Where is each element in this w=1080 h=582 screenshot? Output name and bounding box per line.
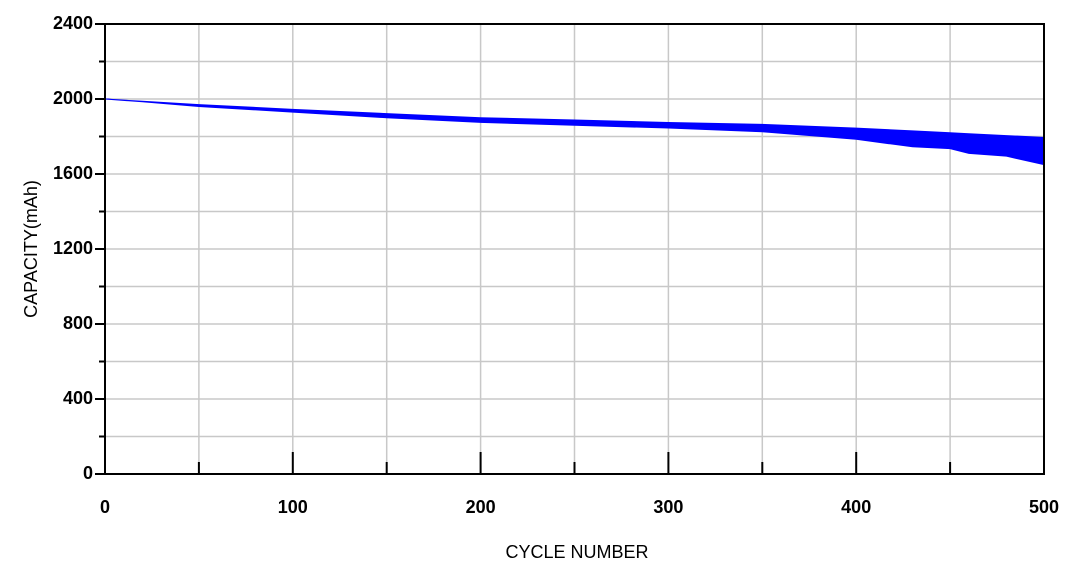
- y-tick-label: 800: [63, 313, 93, 333]
- y-tick-label: 2000: [53, 88, 93, 108]
- x-tick-label: 100: [278, 497, 308, 517]
- x-tick-label: 300: [653, 497, 683, 517]
- y-tick-label: 400: [63, 388, 93, 408]
- x-axis-title: CYCLE NUMBER: [505, 542, 648, 562]
- x-tick-label: 500: [1029, 497, 1059, 517]
- x-tick-label: 0: [100, 497, 110, 517]
- y-tick-label: 1600: [53, 163, 93, 183]
- x-tick-label: 200: [466, 497, 496, 517]
- y-tick-label: 0: [83, 463, 93, 483]
- x-tick-label: 400: [841, 497, 871, 517]
- y-axis-title: CAPACITY(mAh): [21, 180, 41, 318]
- y-tick-label: 2400: [53, 13, 93, 33]
- y-tick-label: 1200: [53, 238, 93, 258]
